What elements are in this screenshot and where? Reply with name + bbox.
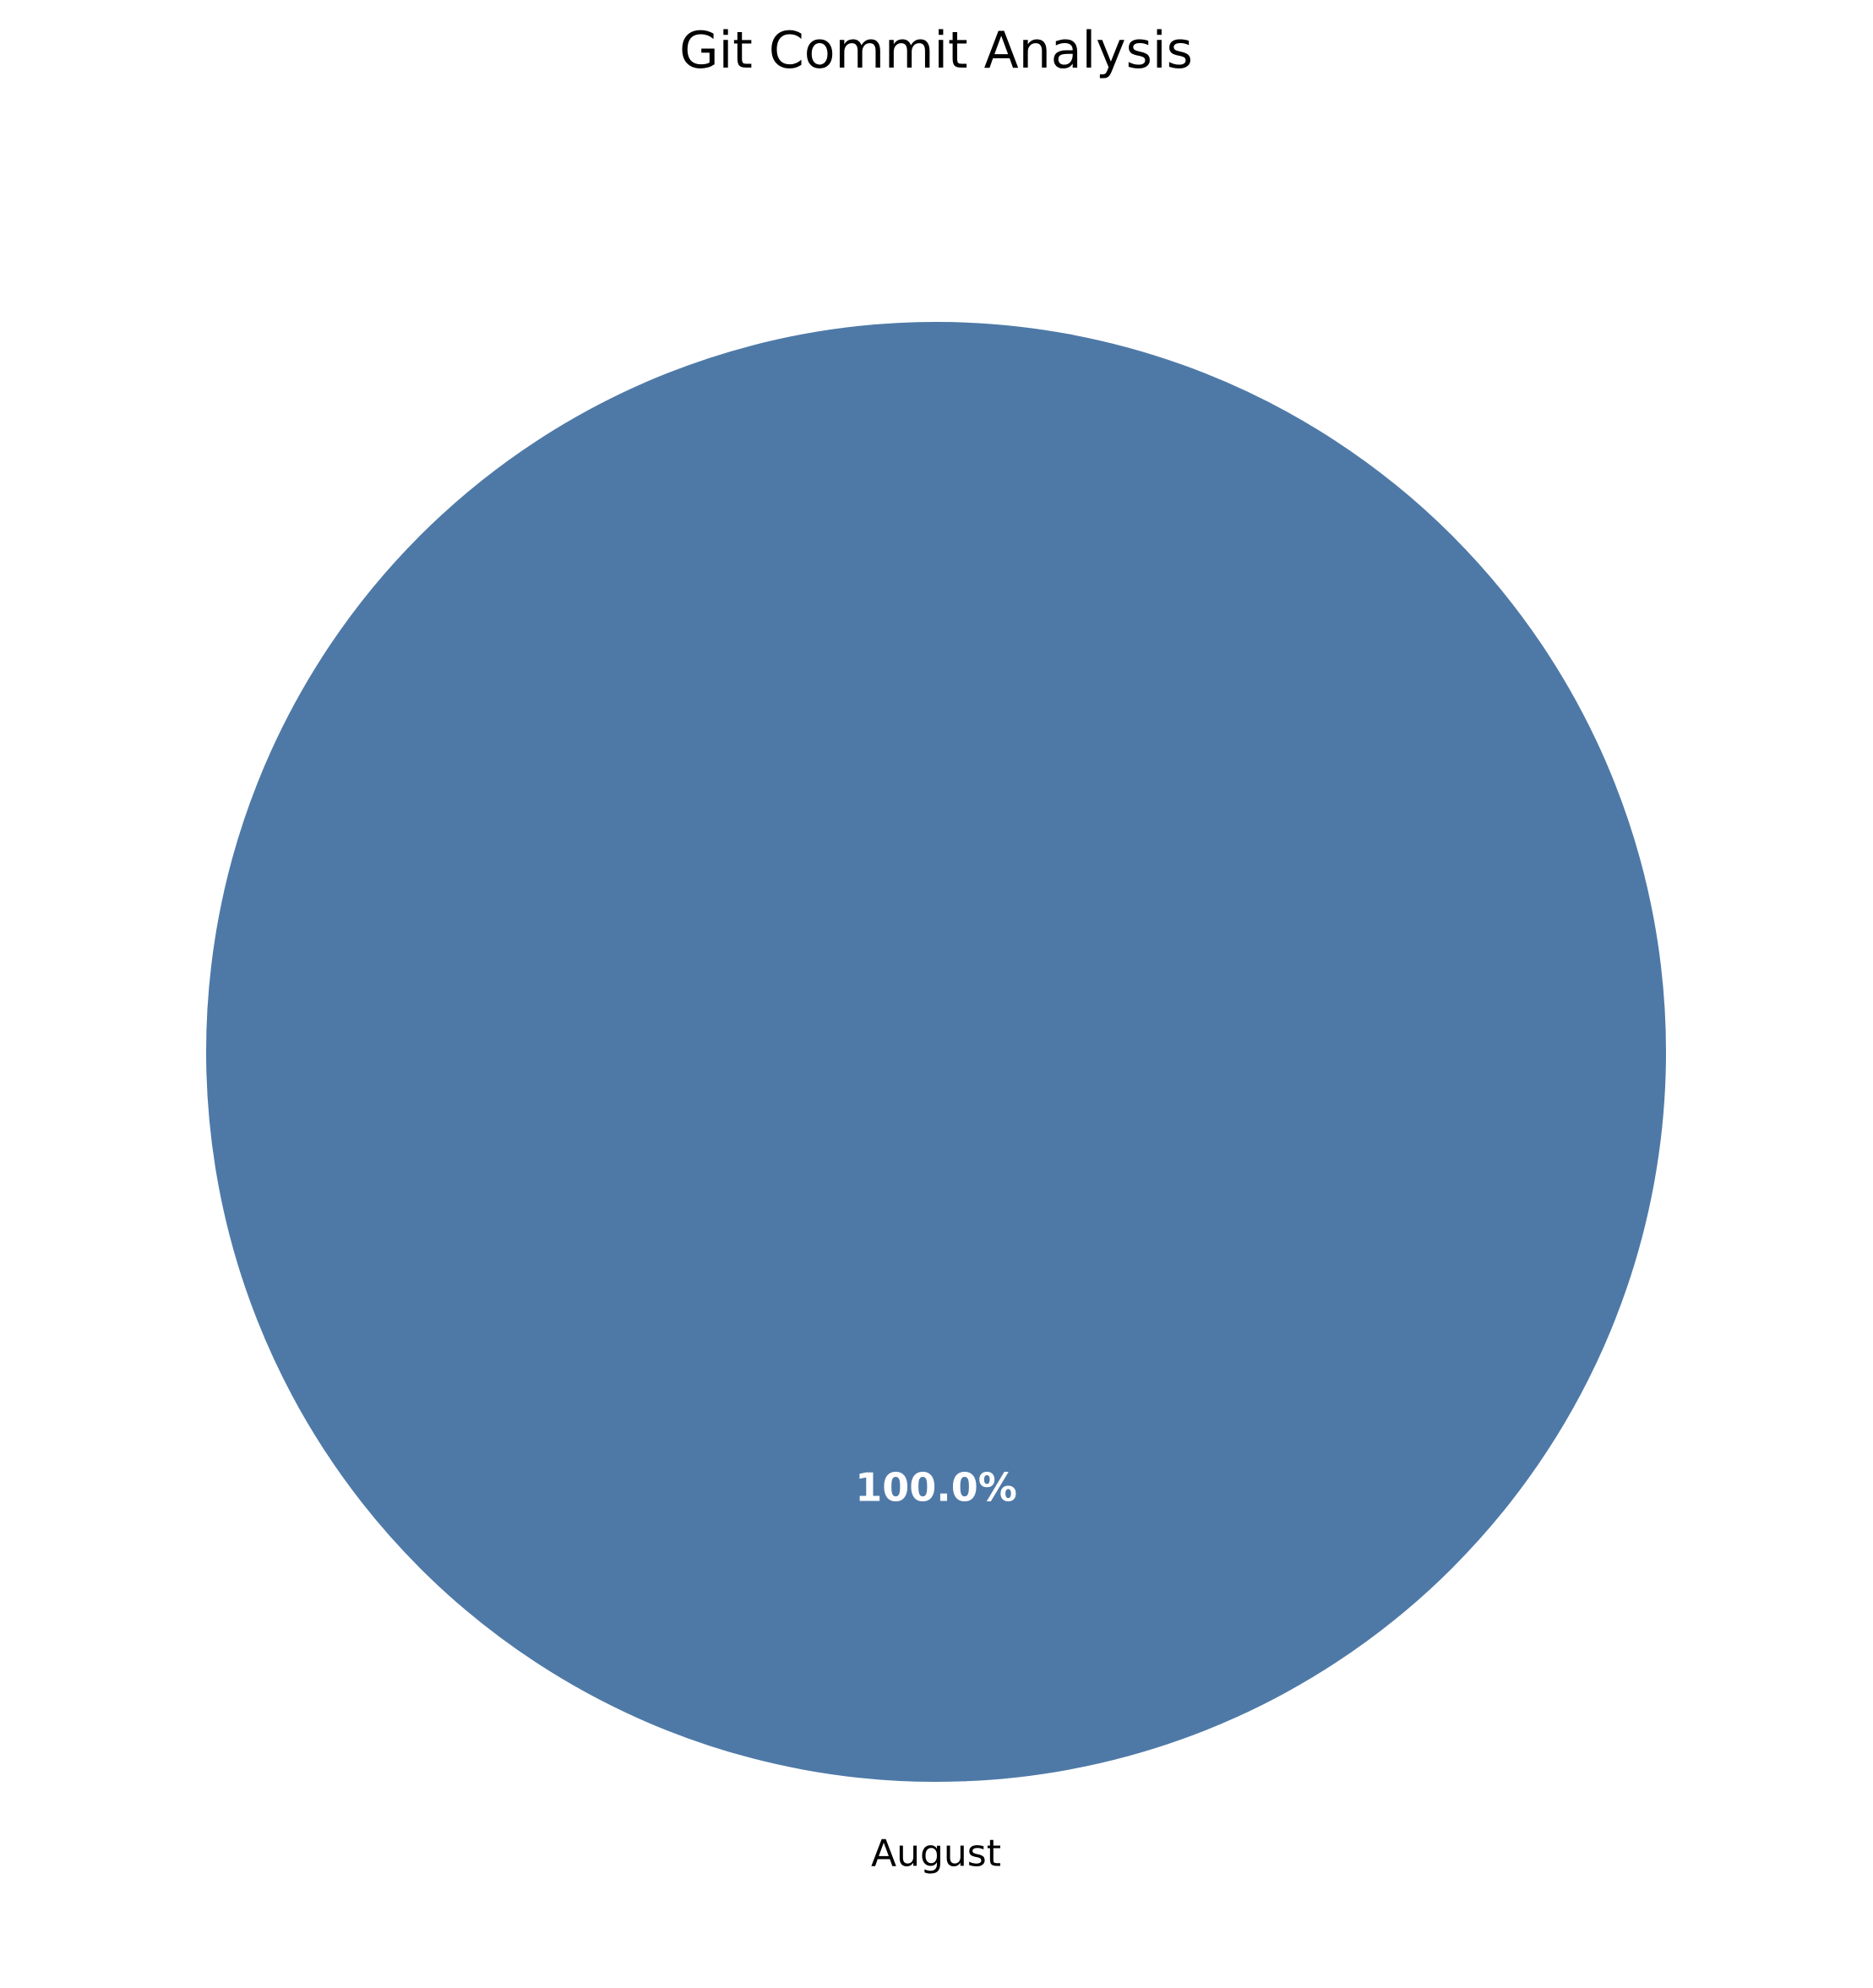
pie-slice	[204, 320, 1668, 1784]
pie-slices	[204, 320, 1668, 1784]
slice-percent-label: 100.0%	[855, 1465, 1017, 1511]
chart-title: Git Commit Analysis	[679, 21, 1193, 80]
slice-label: August	[871, 1833, 1001, 1876]
pie-labels: August 100.0%	[855, 1465, 1017, 1876]
